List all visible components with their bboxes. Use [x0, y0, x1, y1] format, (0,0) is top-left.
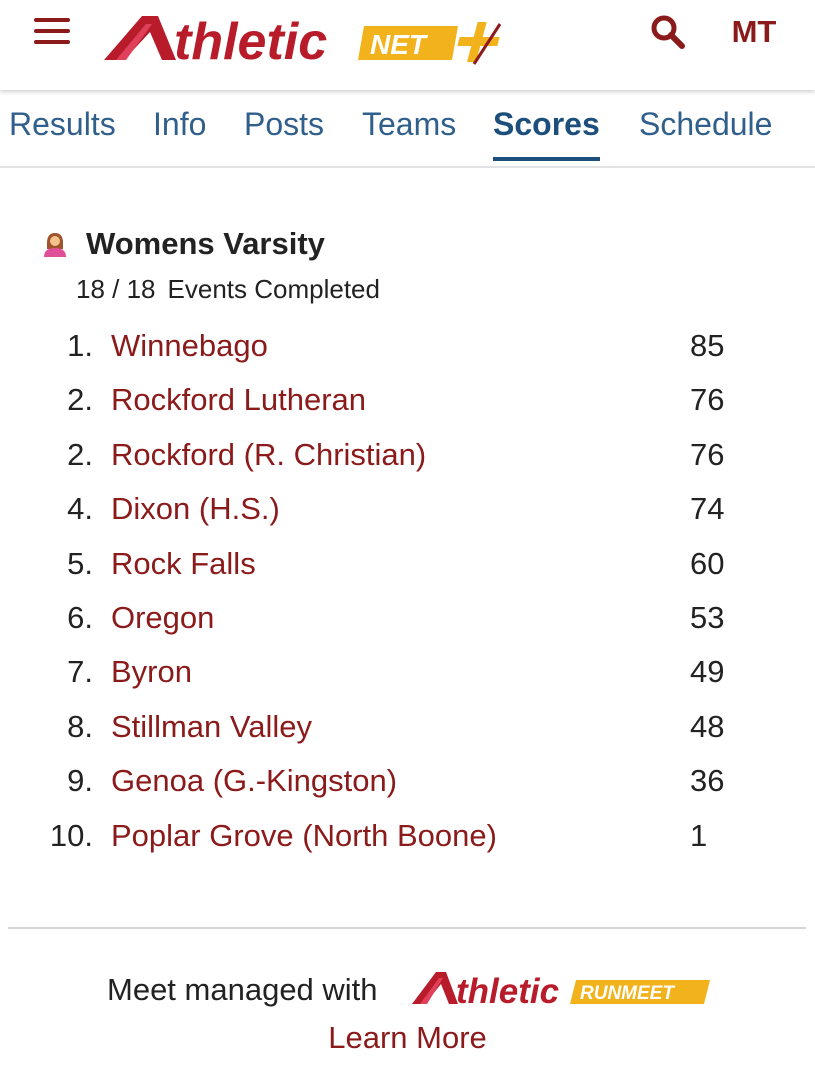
- managed-by-text: Meet managed with: [107, 972, 378, 1007]
- rank: 1.: [67, 328, 93, 363]
- standings-row: 9. Genoa (G.-Kingston) 36: [0, 757, 815, 811]
- tab-info[interactable]: Info: [153, 106, 207, 142]
- rank: 9.: [67, 763, 93, 799]
- rank: 5.: [67, 545, 93, 581]
- footer-logo-text: thletic: [456, 972, 559, 1011]
- team-score: 49: [690, 654, 725, 690]
- plus-icon: [457, 22, 502, 65]
- tab-results[interactable]: Results: [9, 106, 116, 142]
- team-link[interactable]: Oregon: [111, 599, 215, 635]
- footer-divider: [8, 927, 806, 929]
- search-icon[interactable]: [650, 14, 686, 50]
- team-link[interactable]: Poplar Grove (North Boone): [111, 817, 497, 853]
- team-score: 48: [690, 708, 725, 744]
- rank: 4.: [67, 491, 93, 527]
- section-title: Womens Varsity: [86, 226, 325, 261]
- team-score: 1: [690, 817, 708, 853]
- rank: 7.: [67, 654, 93, 690]
- team-link[interactable]: Genoa (G.-Kingston): [111, 763, 398, 799]
- standings-row: 10. Poplar Grove (North Boone) 1: [0, 812, 815, 866]
- hamburger-menu-icon[interactable]: [32, 14, 72, 48]
- standings-row: 8. Stillman Valley 48: [0, 703, 815, 757]
- rank: 6.: [67, 599, 93, 635]
- team-link[interactable]: Winnebago: [111, 328, 268, 363]
- rank: 10.: [49, 817, 93, 853]
- team-score: 53: [690, 599, 725, 635]
- tab-bar: Results Info Posts Teams Scores Schedule: [0, 94, 815, 168]
- standings-row: 2. Rockford Lutheran 76: [0, 376, 815, 430]
- team-link[interactable]: Rockford Lutheran: [111, 382, 367, 418]
- footer-logo-badge: RUNMEET: [580, 983, 675, 1004]
- events-label: Events Completed: [167, 274, 380, 304]
- team-link[interactable]: Rock Falls: [111, 545, 256, 581]
- standings-row: 7. Byron 49: [0, 648, 815, 702]
- rank: 8.: [67, 708, 93, 744]
- tab-posts[interactable]: Posts: [244, 106, 325, 142]
- events-count: 18 / 18: [76, 274, 156, 304]
- logo-text: thletic: [174, 13, 327, 71]
- team-score: 76: [690, 436, 725, 472]
- team-score: 85: [690, 328, 725, 363]
- team-score: 76: [690, 382, 725, 418]
- standings-row: 2. Rockford (R. Christian) 76: [0, 431, 815, 485]
- user-initials-button[interactable]: MT: [731, 14, 777, 49]
- team-score: 36: [690, 763, 725, 799]
- team-score: 74: [690, 491, 725, 527]
- standings-row: 5. Rock Falls 60: [0, 540, 815, 594]
- standings-row: 1. Winnebago 85: [0, 322, 815, 376]
- athletic-runmeet-logo: thletic RUNMEET: [412, 972, 710, 1011]
- team-link[interactable]: Dixon (H.S.): [111, 491, 280, 527]
- standings-row: 6. Oregon 53: [0, 594, 815, 648]
- tab-scores[interactable]: Scores: [493, 106, 600, 161]
- events-completed: 18 / 18 Events Completed: [76, 274, 380, 305]
- rank: 2.: [67, 436, 93, 472]
- team-link[interactable]: Byron: [111, 654, 192, 690]
- top-header: thletic NET MT: [0, 0, 815, 90]
- rank: 2.: [67, 382, 93, 418]
- standings-row: 4. Dixon (H.S.) 74: [0, 485, 815, 539]
- team-link[interactable]: Rockford (R. Christian): [111, 436, 427, 472]
- athleticnet-logo[interactable]: thletic NET: [102, 6, 512, 72]
- learn-more-link[interactable]: Learn More: [328, 1020, 487, 1055]
- team-link[interactable]: Stillman Valley: [111, 708, 313, 744]
- managed-by-line: Meet managed with thletic RUNMEET: [0, 966, 815, 1016]
- female-athlete-icon: [44, 233, 66, 257]
- tab-teams[interactable]: Teams: [362, 106, 457, 142]
- tab-schedule[interactable]: Schedule: [639, 106, 773, 142]
- logo-badge: NET: [370, 29, 429, 60]
- team-score: 60: [690, 545, 725, 581]
- standings-list: 1. Winnebago 85 2. Rockford Lutheran 76 …: [0, 322, 815, 866]
